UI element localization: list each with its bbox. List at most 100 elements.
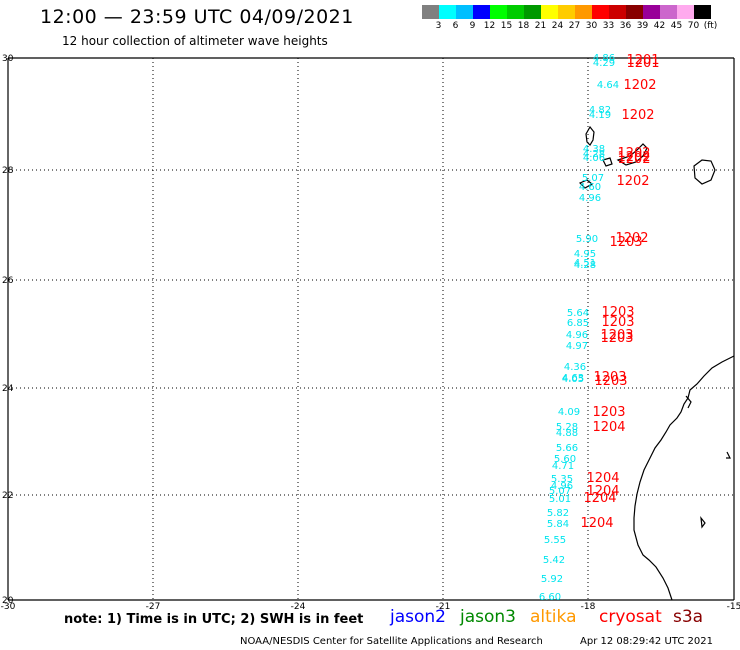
time-label: 1202 (621, 108, 654, 123)
swh-value: 4.96 (551, 481, 573, 492)
swh-value: 4.29 (593, 58, 615, 69)
scale-swatch (626, 5, 643, 19)
scale-swatch (473, 5, 490, 19)
scale-label: 9 (469, 21, 476, 31)
scale-swatch (575, 5, 592, 19)
swh-value: 4.95 (574, 249, 596, 260)
units-note: note: 1) Time is in UTC; 2) SWH is in fe… (64, 612, 364, 627)
swh-value: 5.07 (549, 486, 571, 497)
swh-value: 4.96 (579, 193, 601, 204)
swh-value: 6.60 (539, 592, 561, 603)
satellite-legend-item: jason3 (460, 607, 516, 627)
lon-label: -21 (436, 602, 451, 612)
scale-label: 45 (670, 21, 683, 31)
time-label: 1203 (594, 374, 627, 389)
scale-swatch (439, 5, 456, 19)
swh-value: 5.92 (541, 574, 563, 585)
lon-label: -18 (581, 602, 596, 612)
swh-value: 4.28 (583, 149, 605, 160)
swh-value: 4.63 (562, 373, 584, 384)
time-label: 1204 (583, 491, 616, 506)
satellite-legend-item: altika (530, 607, 577, 627)
scale-label: 3 (435, 21, 442, 31)
lat-label: 28 (2, 166, 14, 176)
swh-value: 5.35 (551, 474, 573, 485)
lat-label: 20 (2, 596, 14, 606)
swh-value: 5.82 (547, 508, 569, 519)
swh-value: 4.38 (583, 144, 605, 155)
time-label: 1204 (586, 471, 619, 486)
time-label: 1204 (586, 484, 619, 499)
scale-label: 30 (585, 21, 598, 31)
time-label: 1204 (592, 420, 625, 435)
scale-label: 15 (500, 21, 513, 31)
time-label: 1204 (580, 516, 613, 531)
coast-inlet (685, 395, 692, 409)
island-tenerife (616, 143, 648, 166)
swh-value: 5.90 (576, 234, 598, 245)
swh-value: 5.66 (556, 443, 578, 454)
lat-label: 26 (2, 276, 14, 286)
time-label: 1202 (615, 231, 648, 246)
scale-swatch (507, 5, 524, 19)
scale-swatch (677, 5, 694, 19)
color-scale-bar (422, 5, 711, 19)
swh-value: 4.36 (564, 362, 586, 373)
satellite-legend-item: s3a (673, 607, 704, 627)
credit-text: NOAA/NESDIS Center for Satellite Applica… (240, 636, 543, 647)
swh-values: 4.864.294.644.824.194.384.284.065.074.60… (539, 53, 619, 603)
scale-label: 42 (653, 21, 666, 31)
scale-swatch (541, 5, 558, 19)
map-subtitle: 12 hour collection of altimeter wave hei… (62, 34, 328, 48)
time-label: 1202 (617, 146, 650, 161)
swh-value: 4.19 (589, 110, 611, 121)
lon-label: -24 (291, 602, 306, 612)
time-label: 1203 (601, 315, 634, 330)
swh-value: 4.97 (566, 341, 588, 352)
scale-label: 70 (687, 21, 700, 31)
time-label: 1202 (617, 150, 650, 165)
africa-coastline (633, 355, 735, 601)
swh-value: 6.85 (567, 318, 589, 329)
lat-label: 30 (2, 54, 14, 64)
scale-swatch (609, 5, 626, 19)
scale-swatch (660, 5, 677, 19)
swh-value: 5.64 (567, 308, 589, 319)
time-label: 1203 (592, 405, 625, 420)
swh-value: 4.09 (558, 407, 580, 418)
swh-value: 5.07 (582, 173, 604, 184)
time-label: 1203 (609, 235, 642, 250)
lat-label: 24 (2, 384, 14, 394)
scale-swatch (422, 5, 439, 19)
coast-bay (700, 516, 706, 529)
lon-label: -30 (1, 602, 16, 612)
scale-label: 39 (636, 21, 649, 31)
scale-swatch (592, 5, 609, 19)
scale-label: 18 (517, 21, 530, 31)
coast-cape-blanc (726, 451, 731, 459)
time-label: 1203 (600, 331, 633, 346)
map-title: 12:00 — 23:59 UTC 04/09/2021 (40, 6, 354, 28)
swh-value: 5.28 (556, 422, 578, 433)
swh-value: 5.60 (554, 454, 576, 465)
scale-label: 21 (534, 21, 547, 31)
time-label: 1203 (601, 305, 634, 320)
swh-value: 4.06 (583, 153, 605, 164)
swh-value: 5.55 (544, 535, 566, 546)
scale-swatch (558, 5, 575, 19)
axis-labels: 30 28 26 24 22 20-30 -27 -24 -21 -18 -15 (1, 54, 740, 612)
swh-value: 4.96 (566, 330, 588, 341)
time-label: 1203 (600, 328, 633, 343)
color-scale-labels: 3 6 9 12 15 18 21 24 27 30 33 36 39 42 45 70 (ft) (422, 21, 740, 32)
swh-value: 4.71 (552, 461, 574, 472)
time-label: 1202 (617, 152, 650, 167)
coastline (578, 125, 735, 601)
island-gomera (602, 157, 613, 167)
lon-label: -27 (146, 602, 161, 612)
scale-label: 12 (483, 21, 496, 31)
swh-value: 4.82 (589, 105, 611, 116)
island-hierro (578, 179, 594, 189)
swh-value: 4.88 (556, 428, 578, 439)
scale-label: 24 (551, 21, 564, 31)
satellite-legend-item: jason2 (390, 607, 446, 627)
